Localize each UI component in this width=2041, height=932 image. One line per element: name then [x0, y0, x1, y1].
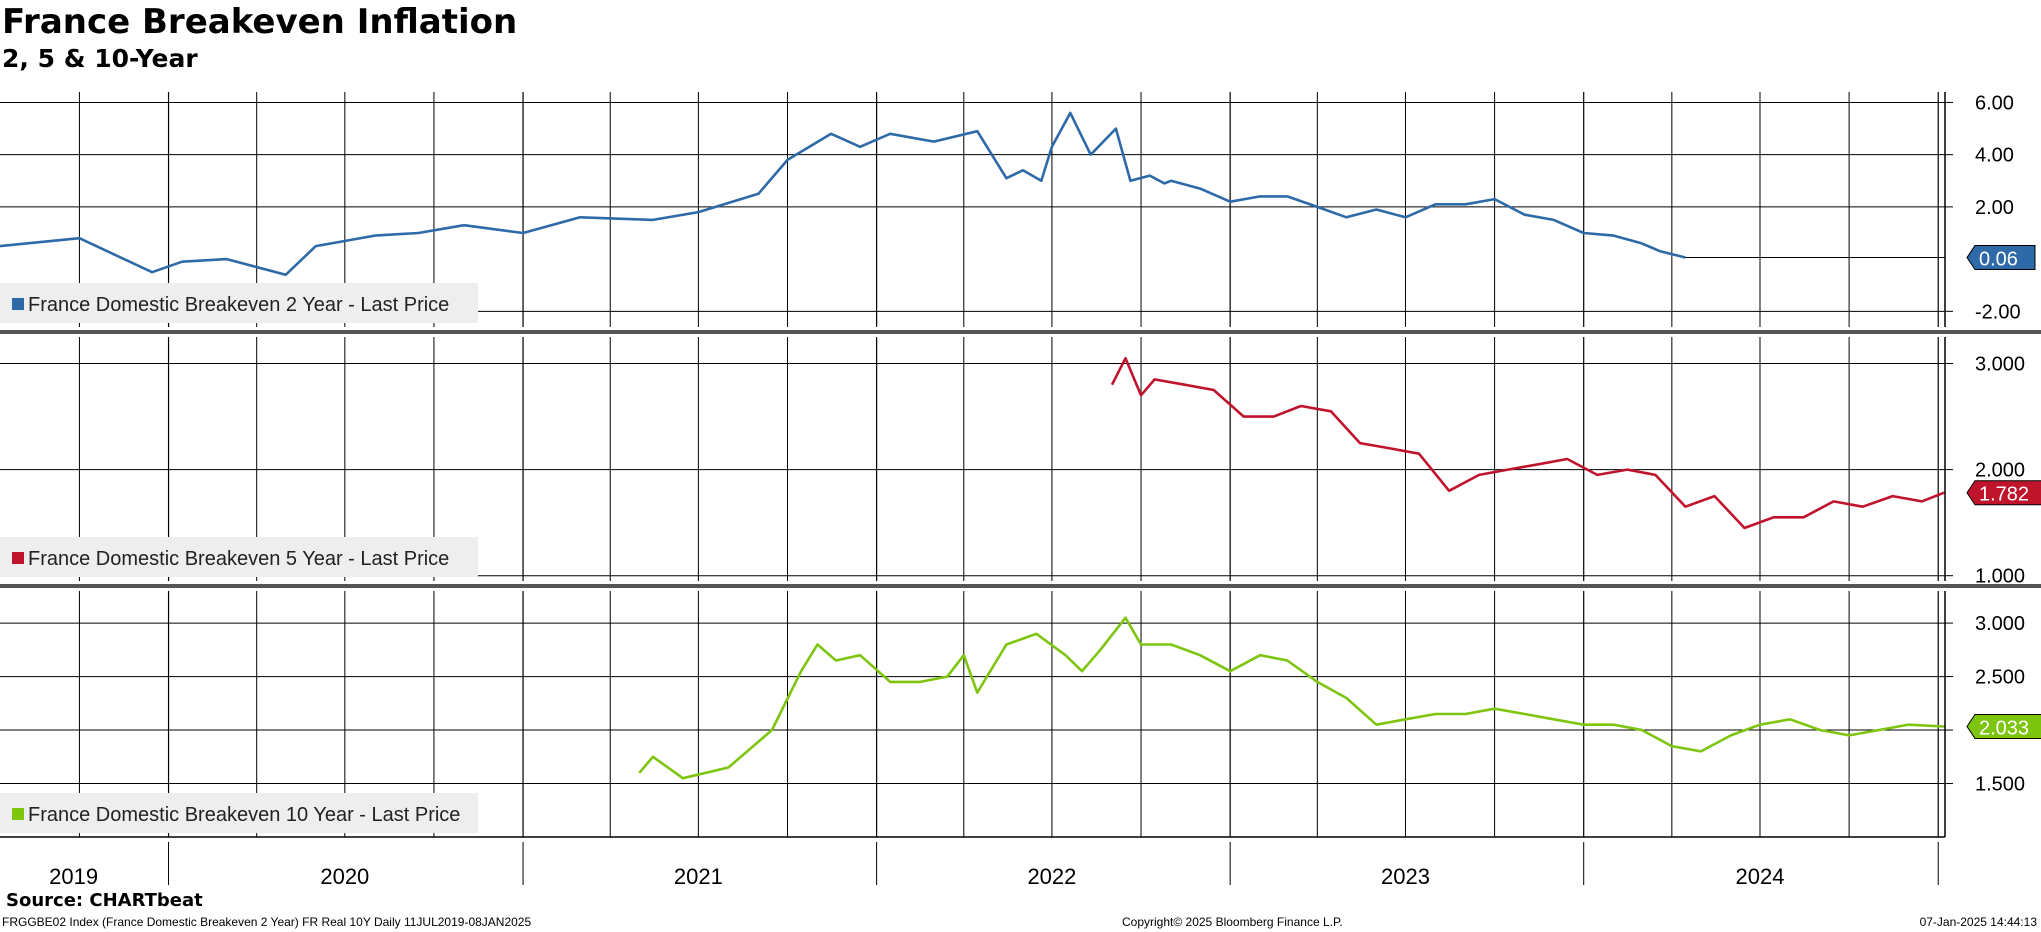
source-note: Source: CHARTbeat: [6, 890, 203, 911]
x-tick-label: 2020: [320, 864, 369, 889]
legend-box: [0, 537, 478, 577]
y-tick-label: 6.00: [1975, 92, 2014, 114]
y-tick-label: 1.500: [1975, 774, 2025, 796]
chart-title: France Breakeven Inflation: [2, 2, 518, 42]
last-value-tag: [1966, 245, 2036, 271]
x-tick-label: 2022: [1027, 864, 1076, 889]
x-tick-label: 2021: [674, 864, 723, 889]
last-value-label: 1.782: [1979, 484, 2029, 506]
y-tick-label: 2.000: [1975, 460, 2025, 482]
y-tick-label: 4.00: [1975, 145, 2014, 167]
legend-box: [0, 793, 478, 833]
y-tick-label: 3.000: [1975, 354, 2025, 376]
footer-copyright: Copyright© 2025 Bloomberg Finance L.P.: [1122, 915, 1343, 929]
series-line-panel-1: [0, 111, 1686, 277]
footer-timestamp: 07-Jan-2025 14:44:13: [1919, 915, 2037, 929]
legend-label: France Domestic Breakeven 5 Year - Last …: [28, 548, 449, 570]
legend-swatch: [12, 552, 24, 564]
legend-box: [0, 283, 478, 323]
y-tick-label: 2.500: [1975, 667, 2025, 689]
panel-separator: [0, 584, 2041, 588]
series-line-panel-3: [638, 616, 1945, 780]
x-tick-label: 2023: [1381, 864, 1430, 889]
legend-swatch: [12, 298, 24, 310]
legend-swatch: [12, 808, 24, 820]
last-value-tag: [1966, 480, 2041, 506]
y-tick-label: 1.000: [1975, 566, 2025, 588]
x-tick-label: 2019: [49, 864, 98, 889]
last-value-label: 2.033: [1979, 718, 2029, 740]
legend-label: France Domestic Breakeven 10 Year - Last…: [28, 804, 460, 826]
series-line-panel-2: [1110, 356, 1945, 530]
x-tick-label: 2024: [1736, 864, 1785, 889]
footer-ticker-info: FRGGBE02 Index (France Domestic Breakeve…: [2, 915, 532, 929]
chart-subtitle: 2, 5 & 10-Year: [2, 44, 198, 73]
legend-label: France Domestic Breakeven 2 Year - Last …: [28, 294, 449, 316]
panel-separator: [0, 330, 2041, 334]
last-value-label: 0.06: [1979, 249, 2018, 271]
last-value-tag: [1966, 714, 2041, 740]
y-tick-label: 3.000: [1975, 613, 2025, 635]
y-tick-label: -2.00: [1975, 301, 2021, 323]
y-tick-label: 2.00: [1975, 197, 2014, 219]
